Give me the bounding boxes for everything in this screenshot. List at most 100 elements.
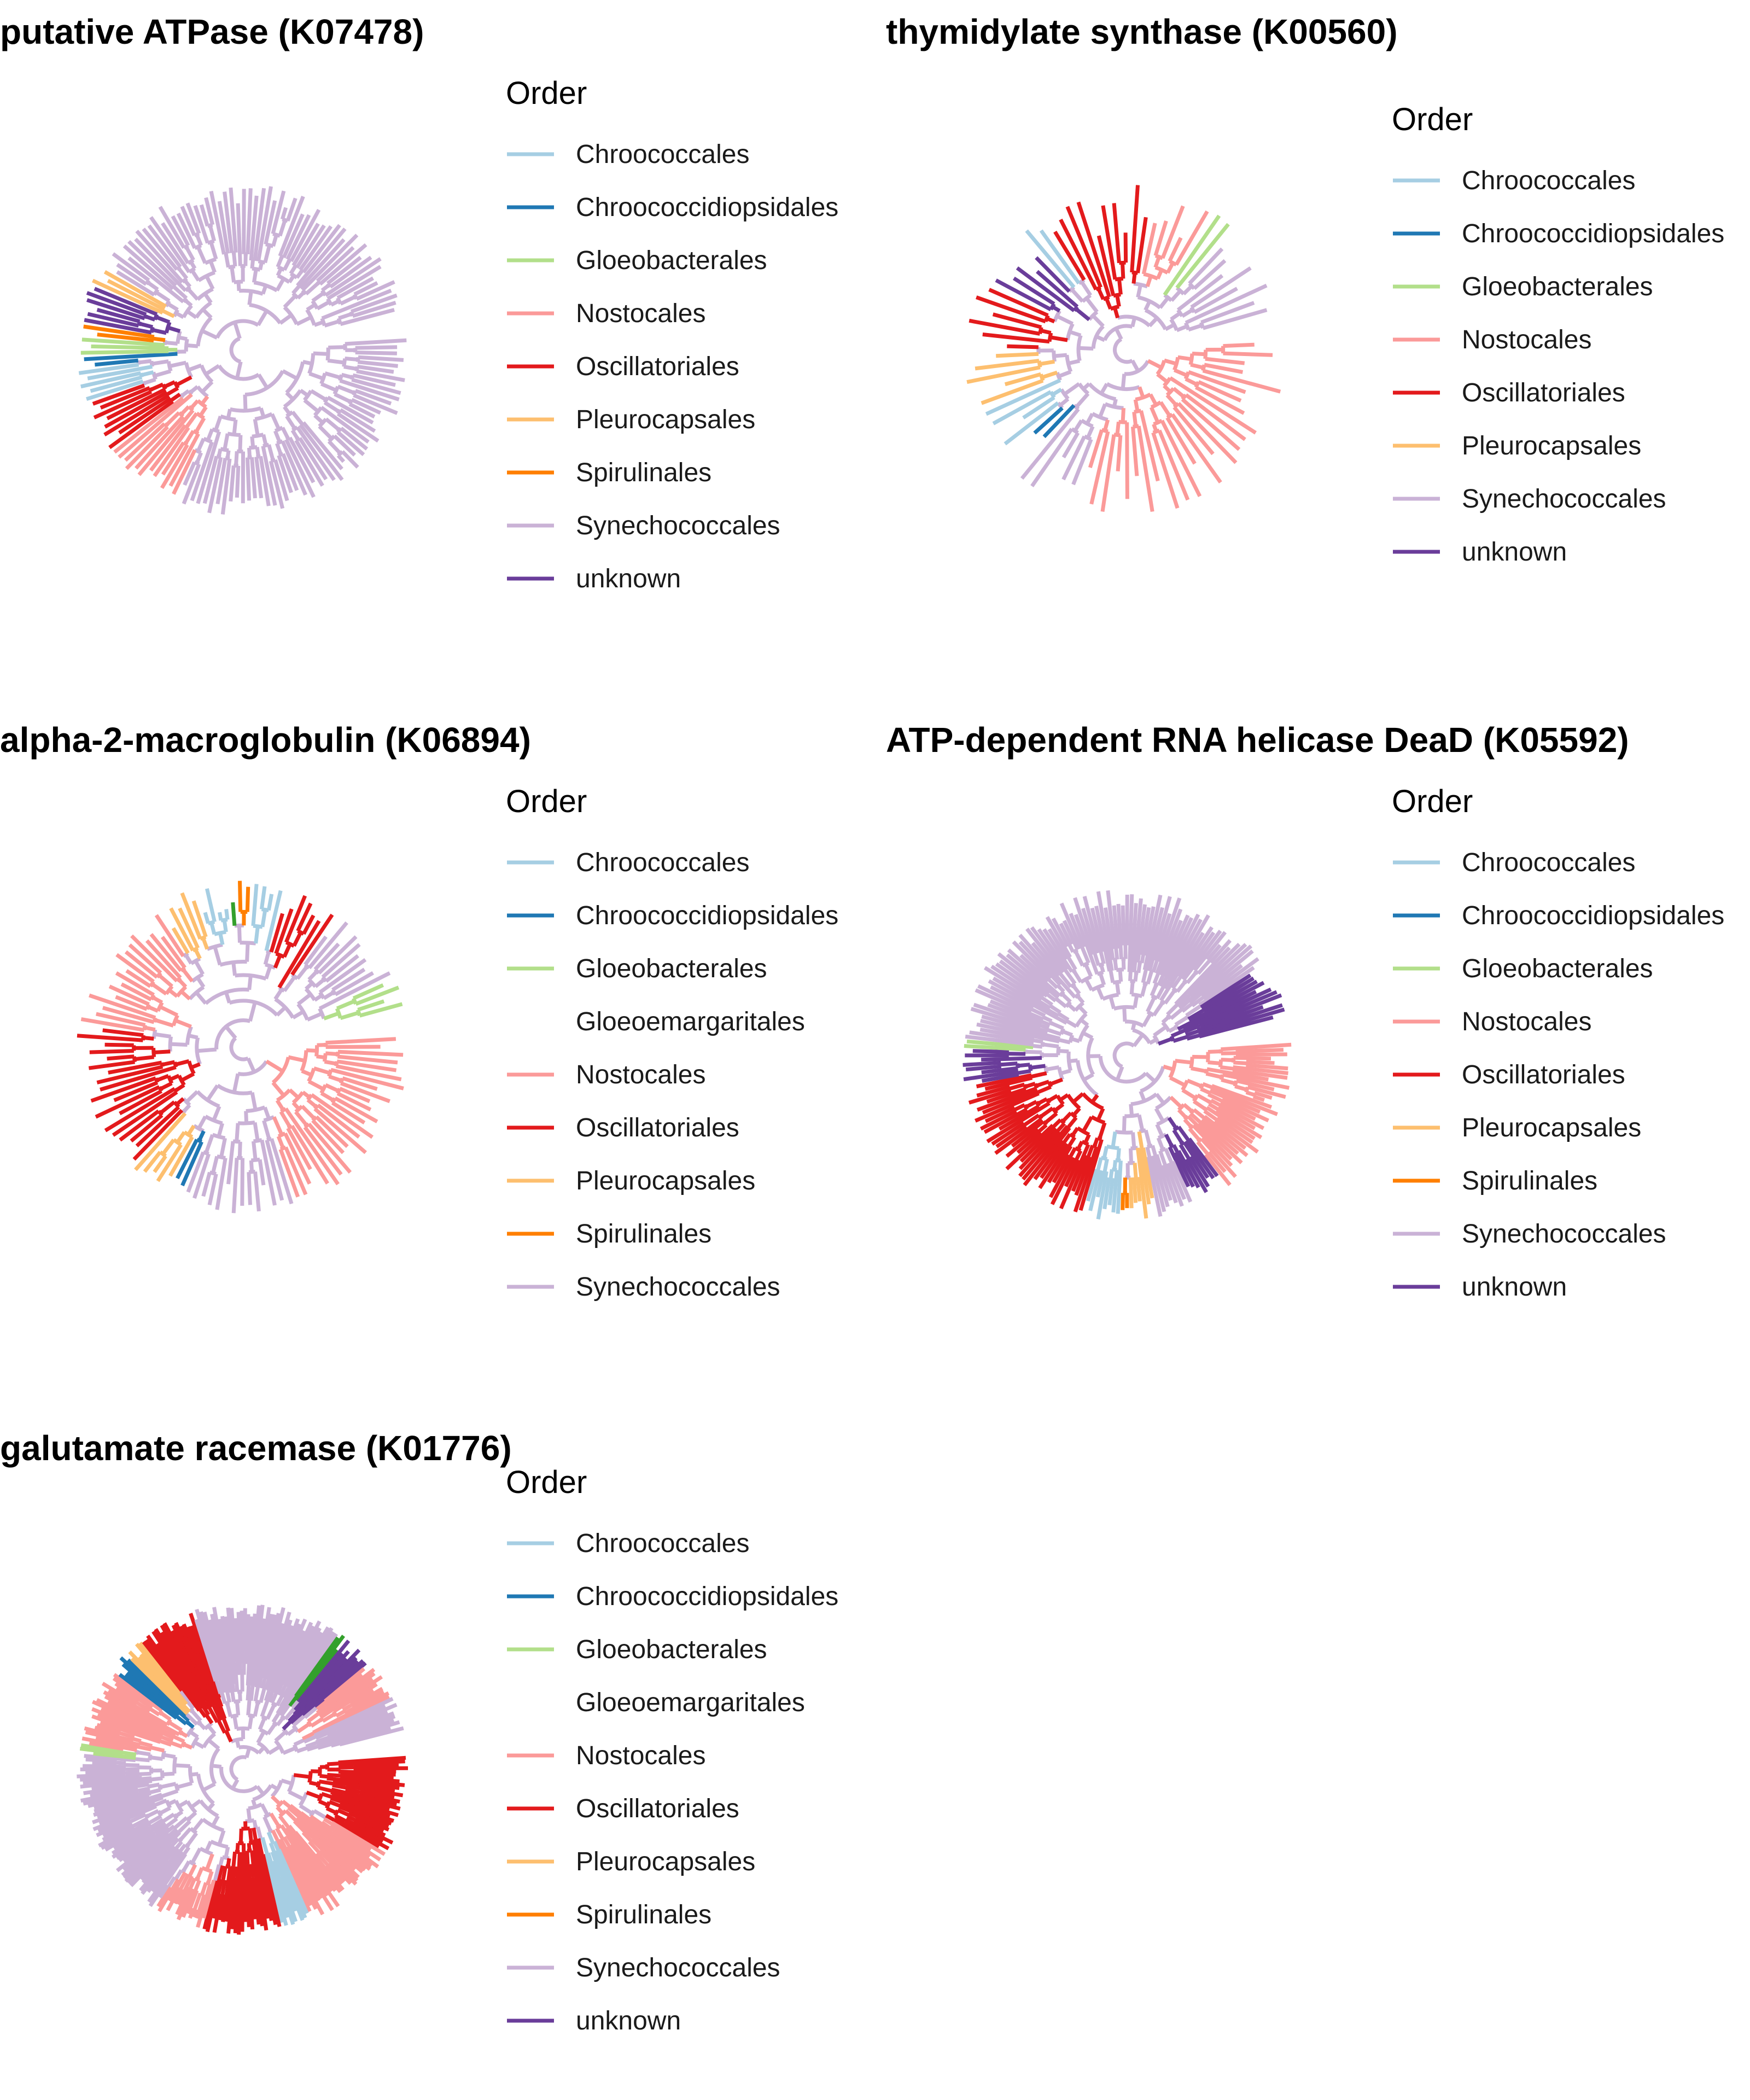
tree-branch [212, 1879, 224, 1919]
tree-branch [1005, 1128, 1040, 1158]
tree-branch [320, 1821, 335, 1832]
tree-branch [1214, 1119, 1259, 1154]
tree-branch [1096, 1157, 1103, 1170]
legend-label: Gloeobacterales [576, 1635, 767, 1664]
tree-branch [1020, 407, 1080, 480]
tree-branch [265, 1703, 277, 1720]
tree-branch [124, 422, 166, 462]
tree-branch [118, 396, 172, 435]
tree-branch [161, 222, 190, 265]
tree-branch [1190, 990, 1257, 1026]
tree-branch [271, 1057, 290, 1084]
tree-branch [1175, 1149, 1180, 1154]
tree-branch [208, 225, 217, 242]
tree-branch [113, 1673, 156, 1706]
tree-branch [992, 976, 1059, 1018]
tree-branch [84, 1754, 136, 1763]
tree-branch [192, 1892, 202, 1910]
legend-item-pleurocapsales: Pleurocapsales [1393, 1113, 1641, 1142]
tree-branch [275, 1099, 285, 1111]
tree-branch [265, 962, 276, 970]
tree-branch [336, 1092, 372, 1112]
tree-branch [1076, 1126, 1090, 1136]
tree-branch [267, 1611, 291, 1681]
tree-branch [187, 1060, 196, 1075]
tree-branch [179, 1625, 212, 1693]
tree-branch [245, 886, 250, 912]
legend-label: unknown [576, 564, 681, 593]
tree-branch [1192, 1099, 1207, 1111]
tree-branch [307, 1080, 325, 1091]
legend-item-spirulinales: Spirulinales [507, 1220, 711, 1249]
tree-branch [319, 372, 327, 385]
tree-branch [1059, 902, 1083, 949]
tree-branch [1221, 1042, 1292, 1052]
tree-branch [296, 1722, 311, 1734]
tree-branch [169, 360, 187, 369]
tree-branch [1098, 403, 1107, 418]
legend-item-unknown: unknown [507, 2006, 681, 2035]
tree-branch [1062, 920, 1080, 951]
tree-branch [1154, 959, 1159, 964]
tree-branch [1111, 1170, 1119, 1213]
tree-branch [156, 1886, 172, 1908]
tree-branch [1246, 1059, 1275, 1065]
tree-branch [1066, 1093, 1081, 1110]
tree-branch [332, 1780, 395, 1793]
tree-branch [294, 1636, 340, 1698]
tree-branch [299, 423, 344, 481]
tree-branch [346, 1784, 404, 1798]
tree-branch [161, 1138, 176, 1156]
tree-branch [1188, 247, 1224, 285]
tree-branch [180, 1072, 195, 1082]
tree-branch [226, 1607, 237, 1676]
tree-branch [1047, 1145, 1073, 1183]
tree-branch [121, 1833, 171, 1877]
tree-branch [1124, 1113, 1140, 1118]
tree-branch [1136, 904, 1147, 963]
tree-branch [1058, 370, 1072, 378]
tree-branch [1210, 1099, 1265, 1130]
tree-branch [301, 234, 359, 292]
tree-branch [1192, 1108, 1205, 1119]
tree-branch [302, 421, 343, 470]
tree-branch [1181, 1088, 1197, 1100]
tree-branch [295, 1648, 339, 1702]
tree-branch [1135, 1177, 1142, 1202]
tree-branch [1161, 1164, 1178, 1204]
tree-branch [1182, 1141, 1210, 1179]
tree-branch [1146, 1010, 1155, 1017]
tree-branch [1156, 372, 1169, 384]
tree-branch [291, 1714, 306, 1728]
tree-branch [252, 1842, 269, 1931]
tree-branch [218, 932, 225, 946]
tree-branch [196, 246, 207, 264]
tree-branch [986, 1101, 1051, 1144]
tree-branch [1061, 431, 1080, 459]
tree-branch [156, 1144, 183, 1182]
tree-branch [1084, 978, 1094, 991]
tree-branch [237, 1121, 255, 1125]
tree-branch [1074, 307, 1090, 322]
tree-branch [357, 999, 385, 1012]
tree-branch [286, 1632, 338, 1706]
tree-branch [84, 1726, 134, 1743]
tree-branch [968, 1088, 1012, 1105]
tree-branch [1153, 220, 1168, 256]
tree-branch [332, 1783, 346, 1790]
legend-item-synechococcales: Synechococcales [507, 1953, 780, 1982]
tree-branch [1148, 393, 1158, 406]
tree-branch [1167, 1117, 1178, 1130]
tree-branch [1189, 981, 1265, 1024]
tree-branch [257, 1674, 264, 1688]
tree-branch [267, 1863, 288, 1926]
tree-branch [306, 1012, 323, 1022]
tree-branch [1144, 308, 1168, 330]
tree-branch [281, 440, 308, 496]
tree-branch [981, 1014, 1048, 1036]
tree-branch [1053, 230, 1086, 281]
tree-branch [178, 1827, 192, 1842]
tree-branch [299, 1804, 313, 1816]
tree-branch [216, 1083, 253, 1095]
tree-branch [146, 281, 159, 291]
